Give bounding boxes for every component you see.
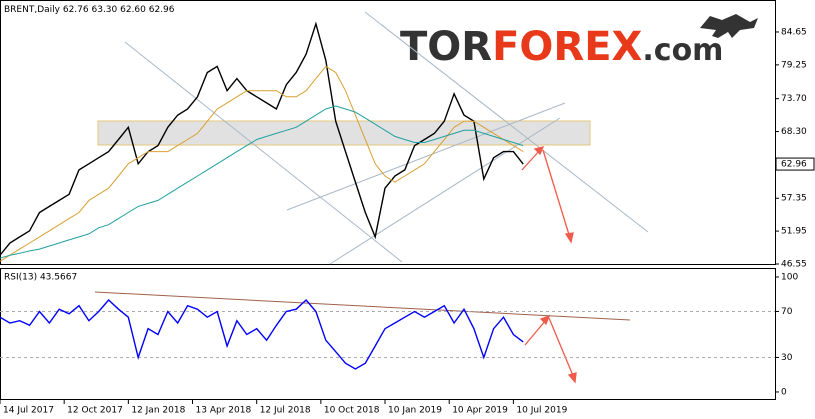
y-tick-label: 30 xyxy=(781,353,793,363)
series-line xyxy=(0,21,524,256)
watermark-part: .com xyxy=(642,33,723,68)
title: BRENT,Daily xyxy=(4,5,61,15)
trendlines xyxy=(124,11,649,265)
y-tick-label: 84.65 xyxy=(781,27,807,37)
last-price-label: 62.96 xyxy=(781,160,807,170)
resistance-zone xyxy=(97,120,591,146)
watermark: TORFOREX.com xyxy=(400,24,723,70)
rsi-trendline xyxy=(94,291,631,321)
rsi-pane xyxy=(0,268,776,400)
rsi-title: RSI(13) 43.5667 xyxy=(4,273,77,283)
main-pane xyxy=(0,0,776,265)
chart-title: BRENT,Daily 62.76 63.30 62.60 62.96 xyxy=(4,5,175,15)
y-tick-label: 68.30 xyxy=(781,127,807,137)
y-tick-label: 46.55 xyxy=(781,260,807,270)
watermark-part: FOREX xyxy=(492,24,642,70)
y-tick-label: 79.25 xyxy=(781,60,807,70)
x-tick-label: 12 Jul 2018 xyxy=(260,406,311,416)
x-tick-label: 10 Jan 2019 xyxy=(388,406,442,416)
x-tick-label: 10 Oct 2018 xyxy=(324,406,380,416)
y-tick-label: 57.35 xyxy=(781,194,807,204)
y-tick-label: 70 xyxy=(781,307,793,317)
last-price-box xyxy=(775,157,815,171)
x-tick-label: 10 Apr 2019 xyxy=(452,406,508,416)
series-line xyxy=(0,65,524,262)
series-line xyxy=(0,298,524,370)
x-tick-label: 14 Jul 2017 xyxy=(3,406,54,416)
ohlc: 62.76 63.30 62.60 62.96 xyxy=(63,5,175,15)
series-line xyxy=(0,105,524,259)
x-tick-label: 12 Oct 2017 xyxy=(67,406,123,416)
bull-icon xyxy=(700,14,758,38)
x-tick-label: 10 Jul 2019 xyxy=(516,406,567,416)
y-tick-label: 73.70 xyxy=(781,94,807,104)
x-tick-label: 12 Jan 2018 xyxy=(131,406,185,416)
y-tick-label: 0 xyxy=(781,387,787,397)
watermark-part: TOR xyxy=(400,24,492,70)
y-tick-label: 51.95 xyxy=(781,227,807,237)
y-tick-label: 100 xyxy=(781,272,798,282)
forecast-arrows xyxy=(521,146,577,384)
x-tick-label: 13 Apr 2018 xyxy=(196,406,252,416)
